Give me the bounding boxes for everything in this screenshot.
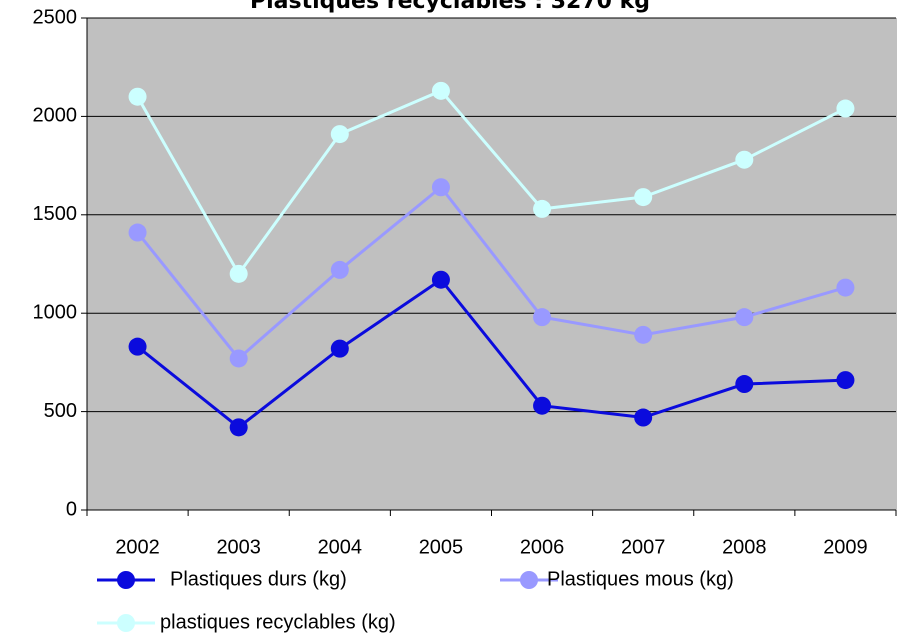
data-point <box>431 81 450 100</box>
series-line <box>136 185 846 361</box>
y-tick-label: 500 <box>44 400 77 422</box>
data-point <box>128 337 147 356</box>
x-tick-label: 2002 <box>115 536 160 558</box>
data-point <box>431 178 450 197</box>
data-point <box>128 223 147 242</box>
legend-label: Plastiques durs (kg) <box>170 568 347 590</box>
data-point <box>735 150 754 169</box>
data-point <box>229 418 248 437</box>
legend-marker <box>117 614 135 632</box>
y-tick-label: 1500 <box>33 203 78 225</box>
data-point <box>431 270 450 289</box>
legend-marker <box>117 571 135 589</box>
data-point <box>330 260 349 279</box>
data-point <box>836 278 855 297</box>
data-point <box>836 371 855 390</box>
y-tick-label: 2000 <box>33 105 78 127</box>
data-point <box>330 339 349 358</box>
data-point <box>533 396 552 415</box>
data-point <box>533 308 552 327</box>
data-point <box>735 375 754 394</box>
x-tick-label: 2008 <box>722 536 767 558</box>
data-point <box>634 188 653 207</box>
data-point <box>634 325 653 344</box>
data-point <box>128 87 147 106</box>
data-point <box>634 408 653 427</box>
series-line <box>136 89 847 277</box>
x-tick-label: 2005 <box>419 536 464 558</box>
data-point <box>330 125 349 144</box>
x-tick-label: 2003 <box>216 536 261 558</box>
data-point <box>533 199 552 218</box>
y-tick-label: 2500 <box>33 6 78 28</box>
x-tick-label: 2009 <box>823 536 868 558</box>
data-point <box>836 99 855 118</box>
plot-area <box>87 18 897 510</box>
data-point <box>735 308 754 327</box>
data-point <box>229 349 248 368</box>
legend-label: Plastiques mous (kg) <box>547 568 734 590</box>
x-tick-label: 2004 <box>318 536 363 558</box>
y-tick-label: 0 <box>66 498 77 520</box>
series-line <box>136 277 846 430</box>
x-tick-label: 2006 <box>520 536 565 558</box>
x-tick-label: 2007 <box>621 536 666 558</box>
data-point <box>229 264 248 283</box>
legend-marker <box>520 571 538 589</box>
legend-label: plastiques recyclables (kg) <box>160 611 396 633</box>
y-tick-label: 1000 <box>33 301 78 323</box>
chart-title: Plastiques recyclables : 3270 kg <box>250 0 650 14</box>
